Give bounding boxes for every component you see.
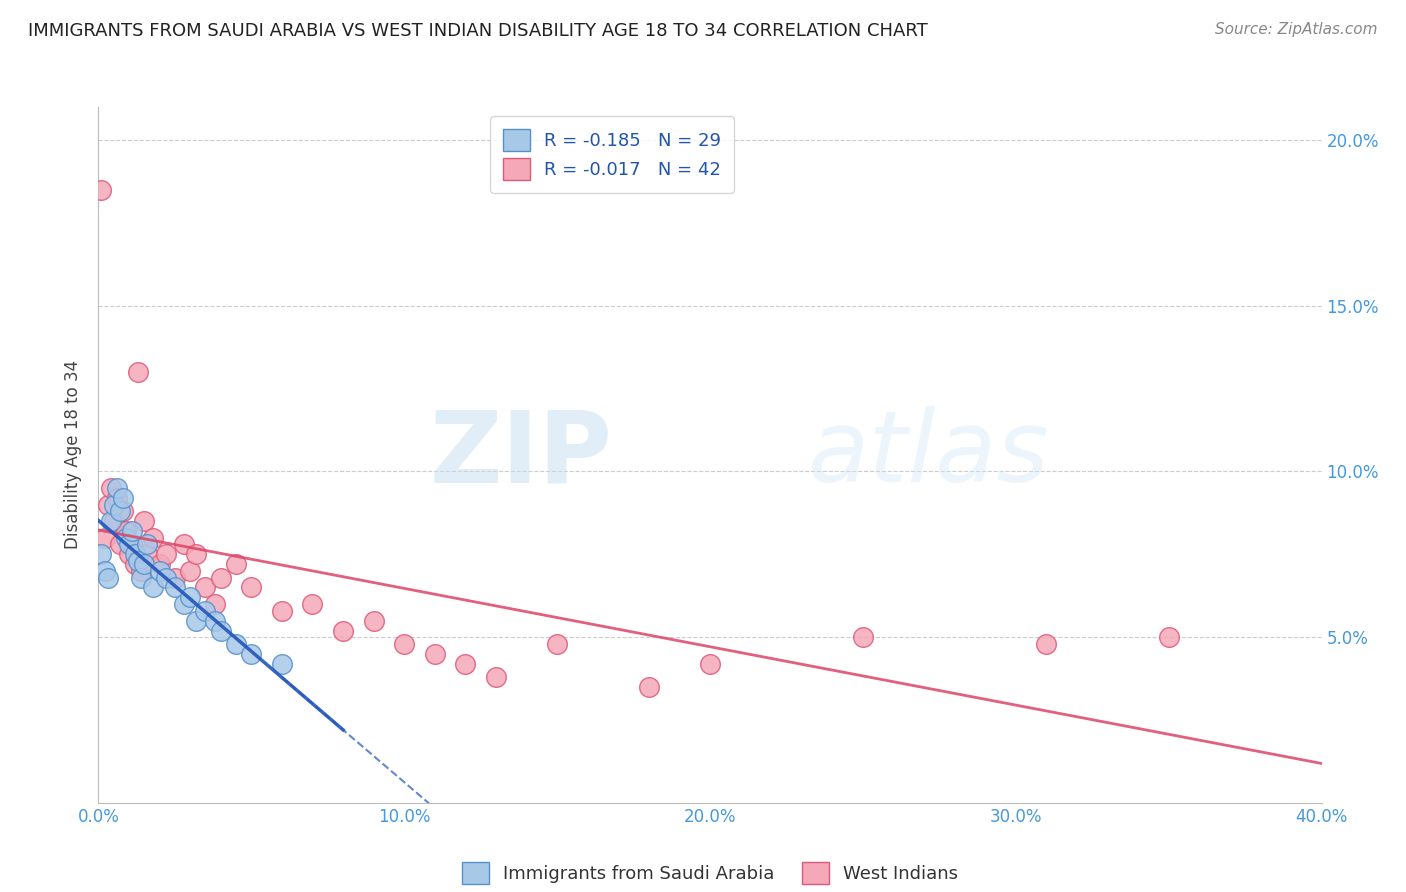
Point bbox=[111, 491, 134, 505]
Point bbox=[209, 624, 232, 638]
Text: Source: ZipAtlas.com: Source: ZipAtlas.com bbox=[1215, 22, 1378, 37]
Point bbox=[136, 547, 159, 561]
Point bbox=[194, 604, 217, 618]
Point bbox=[454, 657, 477, 671]
Point bbox=[1157, 630, 1180, 644]
Point bbox=[155, 570, 177, 584]
Point bbox=[136, 537, 159, 551]
Point bbox=[163, 581, 186, 595]
Point bbox=[97, 498, 120, 512]
Point bbox=[637, 680, 661, 694]
Point bbox=[173, 597, 195, 611]
Point bbox=[124, 547, 146, 561]
Legend: Immigrants from Saudi Arabia, West Indians: Immigrants from Saudi Arabia, West India… bbox=[454, 855, 966, 891]
Point bbox=[129, 564, 152, 578]
Point bbox=[93, 531, 115, 545]
Point bbox=[392, 637, 416, 651]
Point bbox=[129, 570, 152, 584]
Point bbox=[108, 504, 131, 518]
Point bbox=[204, 597, 226, 611]
Point bbox=[121, 524, 143, 538]
Text: atlas: atlas bbox=[808, 407, 1049, 503]
Point bbox=[270, 604, 292, 618]
Point bbox=[90, 547, 112, 561]
Point bbox=[149, 558, 172, 572]
Point bbox=[852, 630, 875, 644]
Point bbox=[240, 647, 263, 661]
Point bbox=[105, 491, 128, 505]
Point bbox=[118, 537, 141, 551]
Point bbox=[142, 581, 165, 595]
Point bbox=[134, 558, 156, 572]
Text: IMMIGRANTS FROM SAUDI ARABIA VS WEST INDIAN DISABILITY AGE 18 TO 34 CORRELATION : IMMIGRANTS FROM SAUDI ARABIA VS WEST IND… bbox=[28, 22, 928, 40]
Point bbox=[363, 614, 385, 628]
Point bbox=[103, 498, 125, 512]
Point bbox=[127, 365, 149, 379]
Point bbox=[142, 531, 165, 545]
Y-axis label: Disability Age 18 to 34: Disability Age 18 to 34 bbox=[65, 360, 83, 549]
Point bbox=[186, 547, 208, 561]
Point bbox=[163, 570, 186, 584]
Point bbox=[699, 657, 721, 671]
Point bbox=[270, 657, 292, 671]
Point bbox=[546, 637, 568, 651]
Point bbox=[93, 564, 115, 578]
Point bbox=[179, 591, 201, 605]
Point bbox=[225, 558, 247, 572]
Point bbox=[115, 531, 138, 545]
Point bbox=[111, 504, 134, 518]
Point bbox=[100, 514, 122, 528]
Point bbox=[90, 183, 112, 197]
Point bbox=[1035, 637, 1057, 651]
Text: ZIP: ZIP bbox=[429, 407, 612, 503]
Point bbox=[155, 547, 177, 561]
Point bbox=[149, 564, 172, 578]
Point bbox=[240, 581, 263, 595]
Point bbox=[115, 524, 138, 538]
Point bbox=[100, 481, 122, 495]
Point bbox=[194, 581, 217, 595]
Point bbox=[134, 514, 156, 528]
Point bbox=[204, 614, 226, 628]
Point bbox=[124, 558, 146, 572]
Point bbox=[127, 554, 149, 568]
Point bbox=[103, 514, 125, 528]
Point bbox=[118, 547, 141, 561]
Point bbox=[105, 481, 128, 495]
Point bbox=[186, 614, 208, 628]
Point bbox=[179, 564, 201, 578]
Point bbox=[225, 637, 247, 651]
Point bbox=[108, 537, 131, 551]
Point bbox=[173, 537, 195, 551]
Point bbox=[209, 570, 232, 584]
Point bbox=[97, 570, 120, 584]
Point bbox=[485, 670, 508, 684]
Point bbox=[423, 647, 446, 661]
Point bbox=[332, 624, 354, 638]
Point bbox=[301, 597, 323, 611]
Point bbox=[121, 537, 143, 551]
